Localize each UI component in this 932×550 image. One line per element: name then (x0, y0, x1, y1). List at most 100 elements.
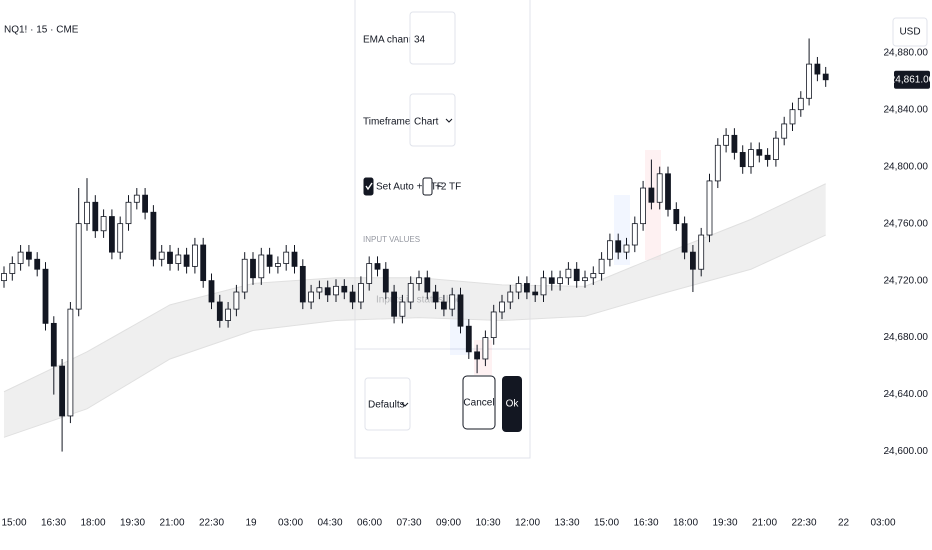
cancel-button[interactable] (462, 375, 496, 430)
candle-body (590, 273, 597, 279)
candle-body (349, 291, 356, 303)
candle-body (507, 291, 514, 303)
x-tick-label: 21:00 (752, 518, 777, 529)
candle-body (548, 277, 555, 284)
candle-body (216, 301, 223, 321)
candle-body (50, 322, 57, 367)
y-tick-label: 24,840.00 (884, 104, 929, 115)
candle-body (291, 251, 298, 267)
candle-body (432, 291, 439, 303)
channel-fill (4, 183, 826, 438)
candle-body (266, 254, 273, 267)
ok-button[interactable] (502, 376, 522, 432)
x-tick-label: 16:30 (633, 518, 658, 529)
x-tick-label: 06:00 (357, 518, 382, 529)
candle-body (440, 301, 447, 310)
candle-body (299, 265, 306, 303)
candle-body (748, 149, 754, 168)
candle-body (457, 294, 464, 327)
candle-body (241, 258, 248, 293)
candle-body (407, 283, 414, 303)
candle-body (723, 134, 729, 146)
candle-body (524, 283, 530, 293)
candle-body (515, 283, 522, 293)
candle-body (42, 268, 49, 324)
timeframe-select[interactable] (409, 93, 456, 147)
symbol-title: NQ1! · 15 · CME (4, 25, 79, 36)
candle-body (67, 308, 74, 417)
highlight-zone (614, 195, 630, 265)
candle-body (631, 223, 638, 246)
candle-body (109, 216, 115, 253)
checkbox-label: +2 TF (435, 182, 461, 193)
candle-body (374, 263, 381, 270)
ema-input[interactable] (409, 11, 456, 65)
candle-body (125, 201, 132, 225)
candle-body (17, 251, 24, 264)
candle-body (822, 73, 829, 81)
candle-body (532, 291, 539, 296)
last-price-label: 24,861.00 (890, 74, 932, 85)
candle-body (208, 280, 215, 303)
checkbox[interactable] (422, 177, 433, 196)
x-tick-label: 22:30 (199, 518, 224, 529)
candle-body (233, 291, 240, 310)
x-tick-label: 22:30 (791, 518, 816, 529)
defaults-button[interactable] (364, 377, 411, 431)
candle-body (806, 63, 812, 99)
candle-body (449, 294, 456, 310)
candle-body (690, 251, 696, 270)
candle-body (250, 258, 256, 279)
candle-body (324, 287, 331, 296)
candle-body (142, 194, 149, 213)
field-value[interactable]: 34 (414, 35, 426, 46)
x-tick-label: 04:30 (317, 518, 342, 529)
field-value[interactable]: Chart (414, 117, 439, 128)
x-tick-label: 03:00 (870, 518, 895, 529)
checkbox[interactable] (363, 177, 374, 196)
candle-body (681, 223, 688, 253)
candle-body (200, 244, 207, 282)
x-tick-label: 10:30 (475, 518, 500, 529)
x-tick-label: 16:30 (41, 518, 66, 529)
candle-body (341, 285, 348, 293)
highlight-zone (645, 150, 661, 260)
candle-body (175, 254, 182, 264)
candle-body (474, 351, 481, 360)
candle-body (316, 287, 323, 293)
defaults-label[interactable]: Defaults (368, 400, 405, 411)
x-tick-label: 19:30 (712, 518, 737, 529)
candle-body (158, 251, 165, 260)
candle-body (424, 277, 431, 293)
candle-body (100, 216, 107, 232)
candle-body (656, 173, 663, 203)
field-label: EMA channel (363, 35, 422, 46)
candle-body (615, 240, 622, 253)
cancel-label[interactable]: Cancel (463, 398, 494, 409)
candle-body (150, 211, 157, 260)
candle-body (797, 97, 804, 111)
candle-body (482, 337, 489, 360)
candle-body (391, 291, 398, 317)
candle-body (673, 209, 680, 225)
check-mark (365, 182, 373, 191)
y-tick-label: 24,880.00 (884, 47, 929, 58)
currency[interactable]: USD (899, 27, 920, 38)
currency-box[interactable] (892, 17, 928, 47)
candle-body (714, 144, 721, 182)
candle-body (308, 291, 315, 303)
y-tick-label: 24,800.00 (884, 161, 929, 172)
candle-body (366, 263, 373, 284)
x-tick-label: 15:00 (1, 518, 26, 529)
candle-body (573, 268, 580, 282)
x-tick-label: 18:00 (80, 518, 105, 529)
y-tick-label: 24,640.00 (884, 389, 929, 400)
x-tick-label: 18:00 (673, 518, 698, 529)
x-tick-label: 12:00 (515, 518, 540, 529)
candle-body (706, 180, 713, 236)
candle-body (183, 254, 190, 267)
ok-label[interactable]: Ok (506, 399, 520, 410)
candle-body (25, 251, 32, 260)
candle-body (698, 234, 705, 270)
